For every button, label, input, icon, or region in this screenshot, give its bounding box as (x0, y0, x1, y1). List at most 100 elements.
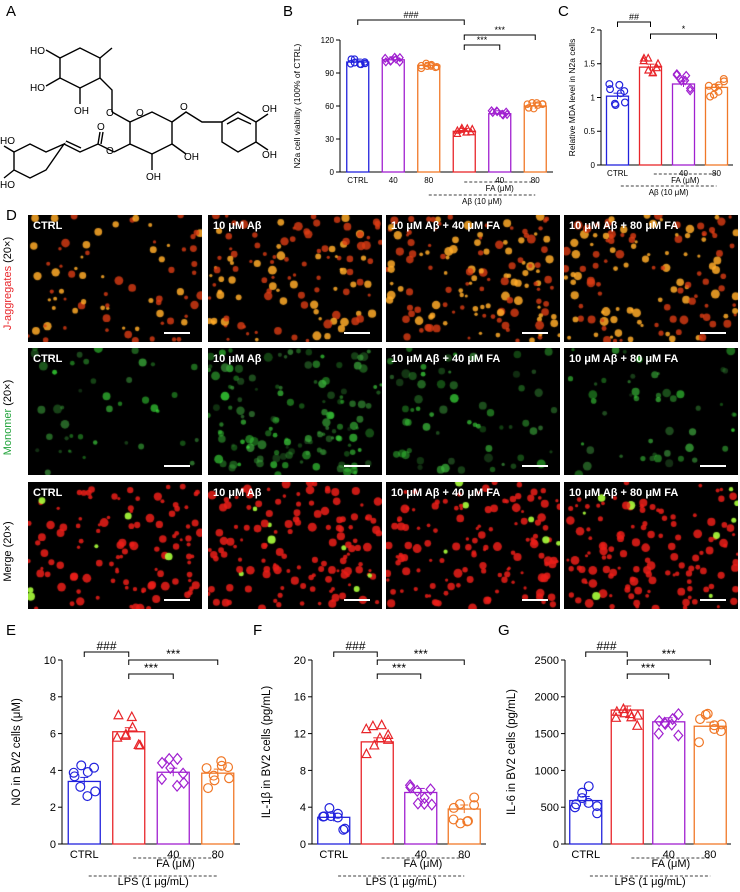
data-point (332, 808, 343, 819)
micrograph-image (564, 215, 738, 342)
data-point (376, 719, 388, 730)
y-tick-label: 60 (325, 102, 334, 111)
data-point (709, 90, 718, 99)
data-point (694, 737, 705, 748)
category-label: 80 (458, 849, 470, 861)
data-point (361, 59, 369, 68)
y-tick-label: 1500 (535, 728, 559, 740)
category-label: 80 (212, 849, 224, 861)
data-point (111, 731, 123, 742)
bar (112, 731, 146, 845)
significance-label: *** (414, 647, 428, 661)
significance-label: * (682, 24, 686, 34)
bar (652, 721, 686, 845)
data-point (156, 756, 168, 770)
viability-bar-chart: 0 30 60 90 120 N2a cell viability (100% of CT… (292, 10, 553, 206)
data-point (113, 709, 124, 720)
data-point (419, 797, 430, 810)
y-tick-label: 10 (44, 655, 56, 667)
data-point (615, 80, 624, 89)
data-point (653, 58, 663, 67)
scale-bar (164, 465, 190, 467)
data-point (76, 760, 87, 771)
data-point (127, 721, 138, 732)
data-point (493, 106, 502, 117)
data-point (611, 705, 623, 716)
y-tick-label: 1.5 (584, 60, 596, 69)
y-axis-label: Relative MDA level in N2a cells (567, 39, 577, 157)
significance-bracket (376, 673, 422, 679)
data-point (487, 106, 496, 116)
svg-text:OH: OH (74, 106, 89, 117)
panel-label-g: G (498, 622, 510, 639)
data-point (82, 791, 93, 802)
micrograph-caption: 10 μM Aβ (213, 487, 262, 499)
data-point (667, 712, 678, 726)
panel-label-a: A (6, 3, 17, 20)
svg-text:OH: OH (146, 172, 161, 183)
scale-bar (700, 599, 726, 601)
y-tick-label: 20 (294, 655, 306, 667)
significance-bracket (617, 21, 651, 27)
y-tick-label: 90 (325, 69, 334, 78)
data-point (639, 55, 649, 65)
significance-label: ## (629, 12, 639, 22)
data-point (382, 728, 394, 740)
fa-group-label: FA (μM) (156, 858, 195, 870)
data-point (165, 761, 176, 775)
significance-bracket (463, 44, 501, 50)
category-label: 40 (389, 176, 398, 185)
significance-bracket (333, 651, 378, 657)
chemical-structure: HO HO OH O O O OH OH OH OH O O HO HO (0, 46, 277, 191)
data-point (715, 726, 726, 737)
data-point (706, 92, 715, 101)
svg-text:OH: OH (184, 152, 199, 163)
y-tick-label: 4 (300, 802, 306, 814)
treatment-group-label: LPS (1 μg/mL) (615, 876, 686, 888)
data-point (606, 85, 615, 94)
micrograph-image (208, 348, 382, 475)
data-point (619, 707, 630, 718)
panel-label-b: B (283, 3, 294, 20)
data-point (89, 762, 100, 773)
svg-text:OH: OH (262, 104, 277, 115)
significance-label: *** (166, 647, 180, 661)
y-tick-label: 2000 (535, 692, 559, 704)
data-point (592, 801, 603, 812)
significance-bracket (83, 651, 130, 657)
data-point (448, 814, 459, 825)
bar (346, 61, 370, 173)
data-point (605, 80, 614, 89)
y-tick-label: 0 (553, 839, 559, 851)
row-label-merge: Merge (20×) (2, 488, 20, 615)
data-point (583, 781, 594, 792)
significance-bracket (128, 659, 219, 665)
data-point (709, 720, 720, 731)
data-point (346, 59, 355, 68)
data-point (338, 824, 349, 835)
data-point (469, 800, 480, 811)
micrograph-image (386, 215, 560, 342)
category-label: 40 (679, 169, 688, 178)
data-point (714, 81, 723, 90)
data-point (427, 62, 435, 70)
monomer-micrograph: 10 μM Aβ (208, 348, 382, 475)
micrograph-image (208, 482, 382, 609)
data-point (631, 719, 643, 730)
data-point (463, 815, 474, 826)
data-point (332, 812, 343, 823)
y-tick-label: 4 (50, 765, 56, 777)
data-point (524, 104, 533, 112)
data-point (223, 762, 234, 773)
treatment-group-label: Aβ (10 μM) (462, 197, 502, 206)
data-point (395, 57, 404, 67)
data-point (676, 73, 685, 84)
data-point (82, 767, 93, 778)
panel-label-d: D (6, 207, 17, 224)
scale-bar (344, 332, 370, 334)
y-tick-label: 2 (50, 802, 56, 814)
y-tick-label: 2 (591, 26, 596, 35)
category-label: CTRL (70, 849, 99, 861)
